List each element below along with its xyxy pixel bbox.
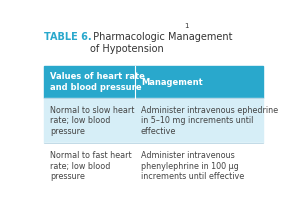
Text: Normal to slow heart
rate; low blood
pressure: Normal to slow heart rate; low blood pre… — [50, 106, 135, 136]
Bar — [44, 144, 263, 189]
Bar — [38, 24, 270, 66]
Text: Administer intravenous ephedrine
in 5–10 mg increments until
effective: Administer intravenous ephedrine in 5–10… — [141, 106, 278, 136]
Text: Values of heart rate
and blood pressure: Values of heart rate and blood pressure — [50, 72, 145, 92]
Text: Administer intravenous
phenylephrine in 100 μg
increments until effective: Administer intravenous phenylephrine in … — [141, 151, 244, 181]
Text: Management: Management — [141, 78, 203, 87]
Text: 1: 1 — [185, 22, 189, 28]
Bar — [44, 66, 263, 98]
Text: Pharmacologic Management
of Hypotension: Pharmacologic Management of Hypotension — [90, 32, 232, 54]
Bar — [44, 98, 263, 144]
Text: TABLE 6.: TABLE 6. — [44, 32, 92, 42]
Text: Normal to fast heart
rate; low blood
pressure: Normal to fast heart rate; low blood pre… — [50, 151, 132, 181]
